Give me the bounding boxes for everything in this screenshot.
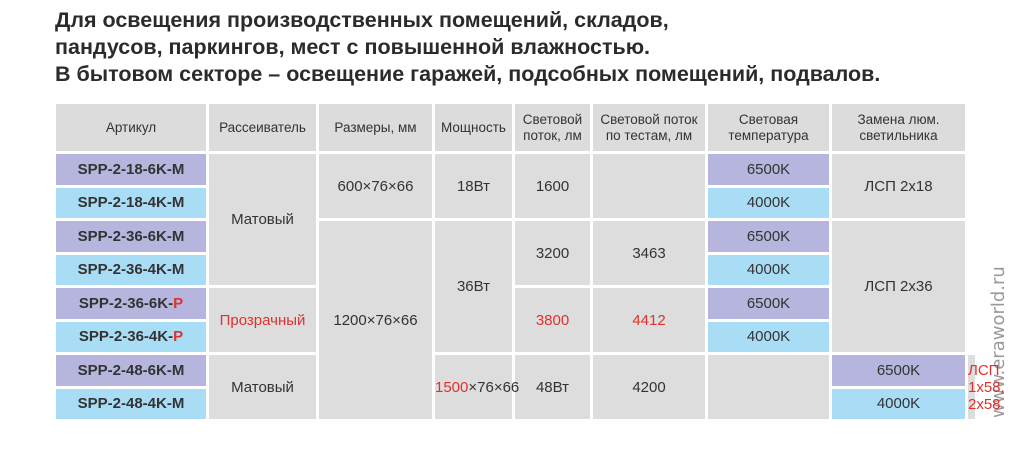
header-color-temp: Световая температура bbox=[708, 104, 829, 151]
article-code: SPP-2-18-4K- bbox=[77, 194, 172, 212]
flux-tests-cell: 4412 bbox=[593, 288, 705, 352]
article-cell: SPP-2-18-4K-M bbox=[56, 187, 206, 218]
article-code: SPP-2-36-4K- bbox=[77, 261, 172, 279]
header-diffuser: Рассеиватель bbox=[209, 104, 316, 151]
replacement-cell: ЛСП 1х58, 2х58 bbox=[968, 355, 1005, 419]
header-row: Артикул Рассеиватель Размеры, мм Мощност… bbox=[56, 104, 975, 151]
article-suffix: P bbox=[173, 328, 184, 346]
flux-tests-cell bbox=[593, 154, 705, 218]
diffuser-cell: Матовый bbox=[209, 355, 316, 419]
color-temp-cell: 6500K bbox=[708, 154, 829, 185]
article-suffix: M bbox=[171, 227, 185, 245]
article-suffix: M bbox=[171, 261, 185, 279]
article-code: SPP-2-36-6K- bbox=[78, 294, 174, 312]
size-cell: 1200×76×66 bbox=[319, 221, 432, 419]
article-code: SPP-2-18-6K- bbox=[77, 160, 172, 178]
article-suffix: M bbox=[171, 194, 185, 212]
replacement-cell: ЛСП 2х18 bbox=[832, 154, 965, 218]
header-replacement: Замена люм. светильника bbox=[832, 104, 965, 151]
header-size: Размеры, мм bbox=[319, 104, 432, 151]
header-power: Мощность bbox=[435, 104, 512, 151]
flux-tests-cell bbox=[708, 355, 829, 419]
article-suffix: M bbox=[171, 361, 185, 379]
color-temp-cell: 6500K bbox=[832, 355, 965, 386]
article-code: SPP-2-36-6K- bbox=[77, 227, 172, 245]
power-cell: 48Вт bbox=[515, 355, 590, 419]
diffuser-cell: Прозрачный bbox=[209, 288, 316, 352]
color-temp-cell: 4000K bbox=[832, 388, 965, 419]
table-row: SPP-2-36-6K-M 1200×76×66 36Вт 3200 3463 … bbox=[56, 221, 975, 419]
size-cell: 600×76×66 bbox=[319, 154, 432, 218]
article-suffix: P bbox=[173, 294, 184, 312]
article-cell: SPP-2-48-6K-M bbox=[56, 355, 206, 386]
article-cell: SPP-2-36-6K-P bbox=[56, 288, 206, 319]
header-article: Артикул bbox=[56, 104, 206, 151]
flux-cell: 1600 bbox=[515, 154, 590, 218]
color-temp-cell: 6500K bbox=[708, 288, 829, 319]
table-row: SPP-2-18-6K-M Матовый 600×76×66 18Вт 160… bbox=[56, 154, 975, 285]
intro-text: Для освещения производственных помещений… bbox=[55, 7, 995, 88]
spec-table: Артикул Рассеиватель Размеры, мм Мощност… bbox=[53, 101, 1005, 422]
article-cell: SPP-2-36-4K-M bbox=[56, 254, 206, 285]
table-row: SPP-2-36-4K-M 4000K bbox=[56, 254, 975, 285]
article-suffix: M bbox=[171, 160, 185, 178]
size-cell: 1500×76×66 bbox=[435, 355, 519, 419]
intro-line-1: Для освещения производственных помещений… bbox=[55, 8, 669, 32]
color-temp-cell: 4000K bbox=[708, 187, 829, 218]
table-row: SPP-2-36-6K-P Прозрачный 3800 4412 6500K bbox=[56, 288, 975, 352]
article-cell: SPP-2-18-6K-M bbox=[56, 154, 206, 185]
article-code: SPP-2-48-4K- bbox=[77, 395, 172, 413]
header-flux: Световой поток, лм bbox=[515, 104, 590, 151]
flux-tests-cell: 3463 bbox=[593, 221, 705, 285]
flux-cell: 3200 bbox=[515, 221, 590, 285]
article-cell: SPP-2-36-6K-M bbox=[56, 221, 206, 252]
article-cell: SPP-2-36-4K-P bbox=[56, 321, 206, 352]
power-cell: 36Вт bbox=[435, 221, 512, 352]
table-row: SPP-2-48-6K-M Матовый 1500×76×66 48Вт 42… bbox=[56, 355, 1005, 419]
color-temp-cell: 4000K bbox=[708, 254, 829, 285]
color-temp-cell: 4000K bbox=[708, 321, 829, 352]
header-flux-tests: Световой поток по тестам, лм bbox=[593, 104, 705, 151]
size-length-highlight: 1500 bbox=[435, 378, 469, 396]
table-row: SPP-2-48-4K-M 4000K bbox=[56, 388, 975, 419]
flux-cell: 4200 bbox=[593, 355, 705, 419]
flux-cell: 3800 bbox=[515, 288, 590, 352]
article-code: SPP-2-36-4K- bbox=[78, 328, 174, 346]
replacement-cell: ЛСП 2х36 bbox=[832, 221, 965, 352]
article-suffix: M bbox=[171, 395, 185, 413]
article-code: SPP-2-48-6K- bbox=[77, 361, 172, 379]
size-rest: ×76×66 bbox=[468, 378, 520, 396]
color-temp-cell: 6500K bbox=[708, 221, 829, 252]
power-cell: 18Вт bbox=[435, 154, 512, 218]
intro-line-2: пандусов, паркингов, мест с повышенной в… bbox=[55, 35, 651, 59]
intro-line-3: В бытовом секторе – освещение гаражей, п… bbox=[55, 62, 881, 86]
article-cell: SPP-2-48-4K-M bbox=[56, 388, 206, 419]
diffuser-cell: Матовый bbox=[209, 154, 316, 285]
table-row: SPP-2-18-4K-M 4000K bbox=[56, 187, 975, 218]
table-row: SPP-2-36-4K-P 4000K bbox=[56, 321, 975, 352]
